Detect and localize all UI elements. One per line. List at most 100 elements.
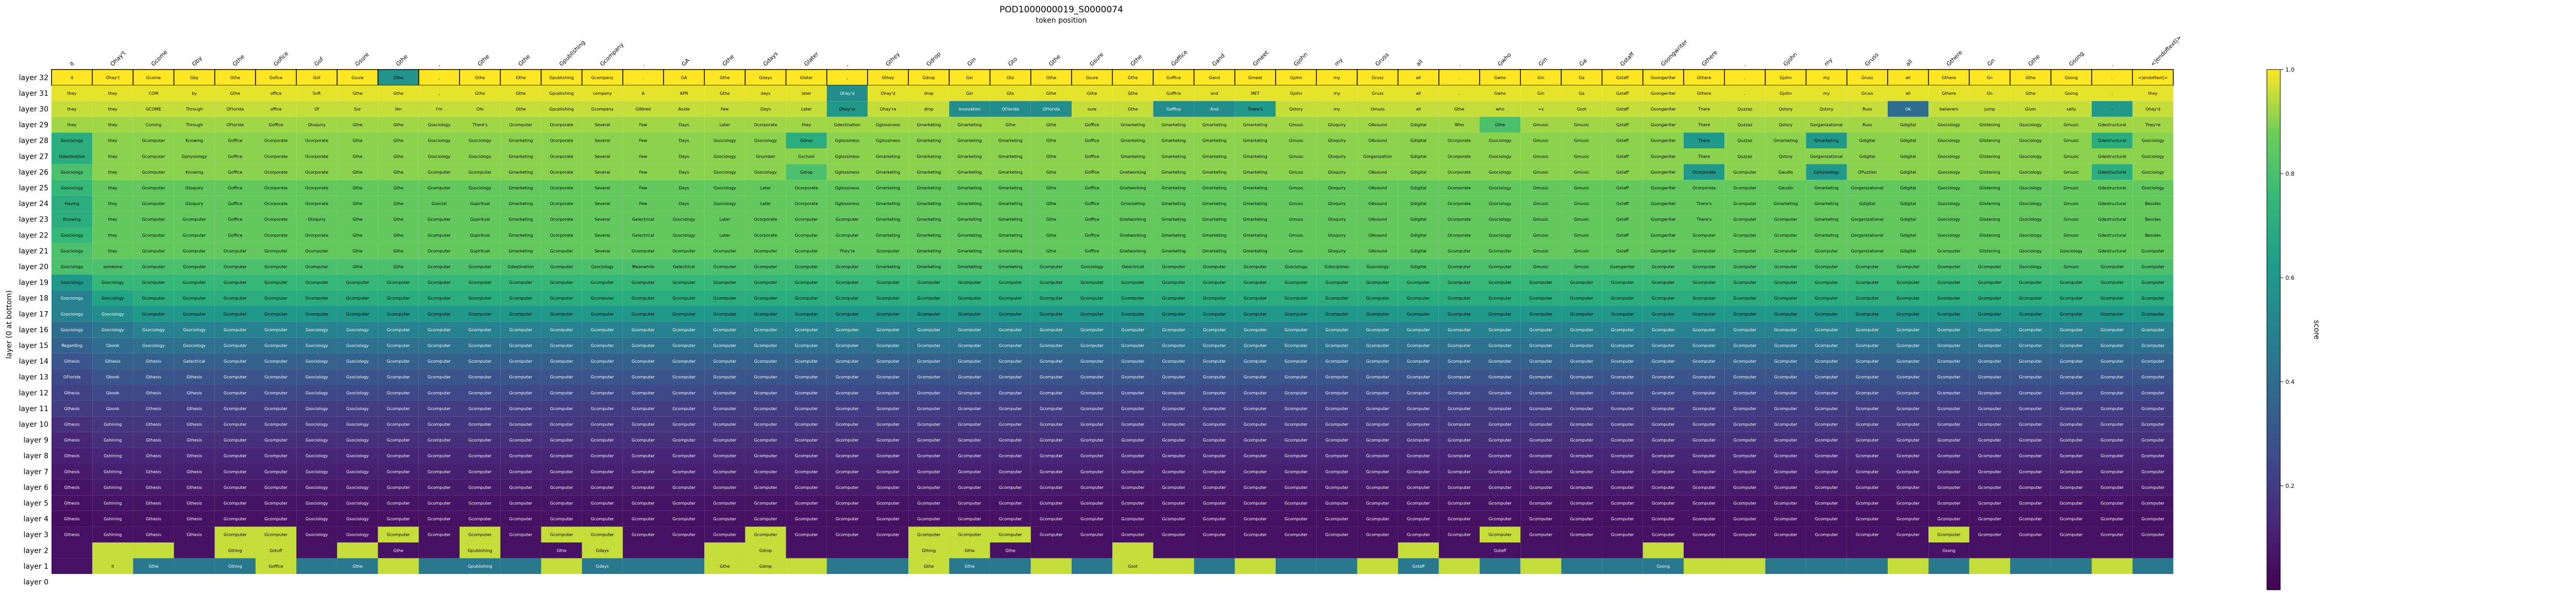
cell-label: They're bbox=[839, 249, 855, 253]
cell-label: Gsociology bbox=[183, 344, 206, 348]
cell-label: Gcomputer bbox=[509, 501, 532, 506]
heatmap-cell bbox=[541, 164, 582, 180]
cell-label: my bbox=[1334, 75, 1341, 80]
cell-label: Gtoquiry bbox=[1328, 233, 1346, 237]
heatmap-cell bbox=[1520, 180, 1562, 196]
cell-label: Gcomputer bbox=[1448, 312, 1471, 316]
cell-label: Gcomputer bbox=[958, 469, 981, 474]
cell-label: Gcomputer bbox=[509, 485, 532, 490]
cell-label: Gthe bbox=[394, 265, 403, 269]
cell-label: Ocomputer bbox=[305, 280, 329, 285]
cell-label: Gsot bbox=[1128, 564, 1138, 569]
cell-label: Gcomputer bbox=[836, 344, 859, 348]
cell-label: Gcomputer bbox=[917, 375, 940, 380]
cell-label: Gmuss bbox=[1289, 170, 1303, 175]
cell-label: Gcomputer bbox=[1244, 406, 1267, 411]
cell-label: And bbox=[1210, 107, 1218, 112]
cell-label: Gglossiness bbox=[835, 154, 859, 159]
cell-label: Gcomputer bbox=[1203, 422, 1226, 427]
cell-label: Gglossiness bbox=[835, 139, 859, 143]
cell-label: Several bbox=[595, 233, 610, 237]
cell-label: There bbox=[1698, 139, 1710, 143]
cell-label: Gcomputer bbox=[958, 454, 981, 458]
cell-label: Gcomputer bbox=[1896, 485, 1920, 490]
cell-label: Gsongwriter bbox=[1651, 201, 1676, 206]
cell-label: they bbox=[802, 123, 811, 127]
cell-label: Gcomputer bbox=[713, 517, 736, 521]
heatmap-cells: it Ohay't Gcome Gby Gthe Gofice Gof Gsure Gthe, G… bbox=[51, 69, 2174, 574]
heatmap-cell bbox=[622, 227, 664, 243]
cell-label: Gcomputer bbox=[1162, 312, 1185, 316]
heatmap-cell bbox=[2132, 164, 2174, 180]
heatmap-cell bbox=[745, 116, 786, 133]
heatmap-cell bbox=[378, 132, 419, 148]
cell-label: Gcomputer bbox=[1284, 359, 1308, 364]
cell-label: Gcomputer bbox=[387, 296, 410, 301]
heatmap-cell bbox=[1357, 542, 1398, 558]
cell-label: Gcomputer bbox=[1080, 328, 1104, 332]
x-tick-label: Gthe bbox=[721, 53, 736, 67]
heatmap-cell bbox=[52, 542, 93, 558]
cell-label: Gcomputer bbox=[1652, 328, 1675, 332]
cell-label: Gcomputer bbox=[1040, 438, 1063, 443]
cell-label: Gcomputer bbox=[1692, 438, 1716, 443]
cell-label: Gsociology bbox=[428, 123, 451, 127]
heatmap-cell bbox=[2092, 558, 2133, 574]
cell-label: Ocomputer bbox=[632, 249, 655, 253]
cell-label: Gcomputer bbox=[509, 469, 532, 474]
cell-label: Gcomputer bbox=[591, 406, 614, 411]
y-tick-label: layer 18 bbox=[19, 295, 48, 303]
cell-label: Gcomputer bbox=[1774, 233, 1798, 237]
cell-label: Gcomputer bbox=[1529, 501, 1552, 506]
cell-label: Gcomputer bbox=[1856, 375, 1879, 380]
cell-label: Gmarketing bbox=[1162, 170, 1186, 175]
heatmap-cell bbox=[1765, 101, 1806, 117]
cell-label: There's bbox=[472, 123, 487, 127]
heatmap-cell bbox=[1520, 85, 1562, 101]
cell-label: Gcomputer bbox=[1652, 265, 1675, 269]
cell-label: Gthesis bbox=[187, 406, 202, 411]
heatmap-cell bbox=[1480, 180, 1521, 196]
heatmap-cell bbox=[1724, 69, 1766, 86]
cell-label: Gcomputer bbox=[2141, 501, 2164, 506]
heatmap-cell bbox=[418, 101, 460, 117]
cell-label: Gcomputer bbox=[183, 265, 206, 269]
cell-label: Gcomputer bbox=[1407, 517, 1430, 521]
heatmap-cell bbox=[2092, 195, 2133, 212]
cell-label: Gcomputer bbox=[876, 249, 900, 253]
cell-label: Gcomputer bbox=[1040, 390, 1063, 395]
cell-label: Gcomputer bbox=[142, 139, 165, 143]
heatmap-cell bbox=[1357, 85, 1398, 101]
cell-label: Gmarketing bbox=[1162, 201, 1186, 206]
cell-label: Gcomputer bbox=[387, 454, 410, 458]
cell-label: . bbox=[2111, 75, 2113, 80]
heatmap-cell bbox=[1480, 132, 1521, 148]
heatmap-cell bbox=[2050, 558, 2092, 574]
cell-label: Gspiritual bbox=[470, 233, 490, 237]
heatmap-cell bbox=[1072, 227, 1113, 243]
cell-label: Gmusic bbox=[1574, 170, 1589, 175]
cell-label: Gcomputer bbox=[142, 217, 165, 222]
y-tick-label: layer 9 bbox=[24, 436, 48, 445]
heatmap-cell bbox=[1724, 132, 1766, 148]
cell-label: Gcomputer bbox=[264, 406, 287, 411]
cell-label: Gcomputer bbox=[468, 501, 492, 506]
cell-label: Gmarketing bbox=[1815, 139, 1839, 143]
cell-label: Gcomputer bbox=[1733, 233, 1756, 237]
cell-label: Gmarketing bbox=[958, 139, 982, 143]
cell-label: Gcomputer bbox=[672, 328, 696, 332]
cell-label: Gsociology bbox=[346, 469, 369, 474]
heatmap-cell bbox=[704, 164, 745, 180]
cell-label: Gcomputer bbox=[632, 280, 655, 285]
cell-label: Gthesis bbox=[146, 359, 161, 364]
cell-label: Gmusic bbox=[2063, 154, 2079, 159]
cell-label: Gcomputer bbox=[1366, 406, 1389, 411]
heatmap-cell bbox=[418, 558, 460, 574]
cell-label: Days bbox=[679, 170, 689, 175]
cell-label: , bbox=[438, 91, 440, 96]
cell-label: Gdrop bbox=[800, 170, 812, 175]
cell-label: Gcomputer bbox=[1121, 328, 1144, 332]
cell-label: Gcomputer bbox=[1448, 359, 1471, 364]
cell-label: Gcomputer bbox=[1121, 296, 1144, 301]
cell-label: Gsociology bbox=[346, 422, 369, 427]
